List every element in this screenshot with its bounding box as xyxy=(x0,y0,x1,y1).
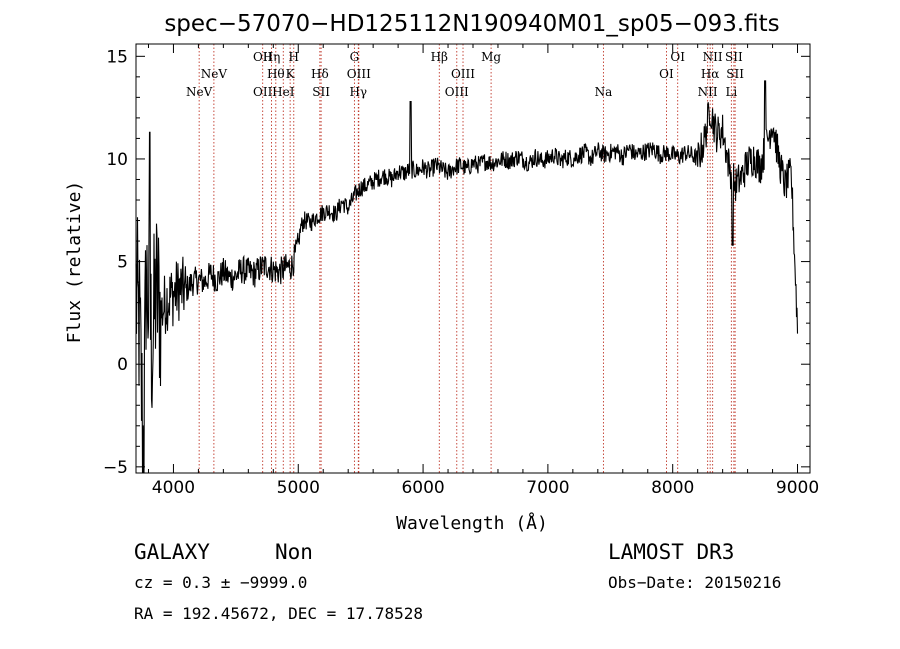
spectral-line-label: SII xyxy=(726,67,744,81)
y-axis-label: Flux (relative) xyxy=(64,181,85,344)
y-tick-label: 0 xyxy=(117,355,128,375)
spectral-line-label: G xyxy=(350,50,360,64)
spectral-line-label: Li xyxy=(725,85,737,99)
spectral-line-label: OIII xyxy=(347,67,371,81)
y-tick-label: 10 xyxy=(106,150,128,170)
spectral-line-label: SII xyxy=(312,85,330,99)
x-tick-label: 4000 xyxy=(152,478,195,498)
spectral-line-label: K xyxy=(286,67,296,81)
spectral-line-label: HeI xyxy=(272,85,295,99)
spectral-line-label: Hγ xyxy=(349,85,367,99)
y-tick-label: 5 xyxy=(117,253,128,273)
x-tick-label: 8000 xyxy=(651,478,694,498)
chart-title: spec−57070−HD125112N190940M01_sp05−093.f… xyxy=(164,11,779,37)
spectral-line-markers xyxy=(198,44,736,473)
spectral-line-label: OI xyxy=(670,50,685,64)
spectral-line-label: Hη xyxy=(263,50,281,64)
spectral-line-label: OII xyxy=(253,85,273,99)
spectral-line-label: OIII xyxy=(445,85,469,99)
spectral-line-label: H xyxy=(289,50,299,64)
spectral-line-label: Hα xyxy=(701,67,720,81)
series-spectrum xyxy=(135,80,799,474)
y-tick-label: 15 xyxy=(106,47,128,67)
spectral-line-label: Hβ xyxy=(431,50,448,64)
x-tick-label: 9000 xyxy=(776,478,819,498)
redshift-cz: cz = 0.3 ± −9999.0 xyxy=(134,573,307,592)
spectral-line-label: NeV xyxy=(201,67,228,81)
observation-date: Obs−Date: 20150216 xyxy=(608,573,781,592)
object-class: GALAXY xyxy=(134,540,210,564)
y-tick-label: −5 xyxy=(103,458,128,478)
spectral-line-label: Mg xyxy=(481,50,501,64)
spectral-line-label: NeV xyxy=(186,85,213,99)
spectral-line-label: Na xyxy=(595,85,613,99)
coordinates: RA = 192.45672, DEC = 17.78528 xyxy=(134,604,423,623)
spectral-line-label: OI xyxy=(659,67,674,81)
x-axis-label: Wavelength (Å) xyxy=(396,512,548,534)
x-tick-label: 5000 xyxy=(277,478,320,498)
x-tick-label: 7000 xyxy=(526,478,569,498)
spectral-line-label: Hδ xyxy=(311,67,329,81)
spectral-line-label: Hθ xyxy=(267,67,285,81)
spectral-line-label: SII xyxy=(725,50,743,64)
object-subclass: Non xyxy=(275,540,313,564)
spectral-line-label: NII xyxy=(703,50,723,64)
spectral-line-label: OII xyxy=(253,50,273,64)
x-tick-label: 6000 xyxy=(401,478,444,498)
x-axis: 4000 5000 6000 7000 8000 9000 xyxy=(147,44,819,498)
spectral-line-label: OIII xyxy=(451,67,475,81)
spectral-line-label: NII xyxy=(698,85,718,99)
survey-name: LAMOST DR3 xyxy=(608,540,734,564)
